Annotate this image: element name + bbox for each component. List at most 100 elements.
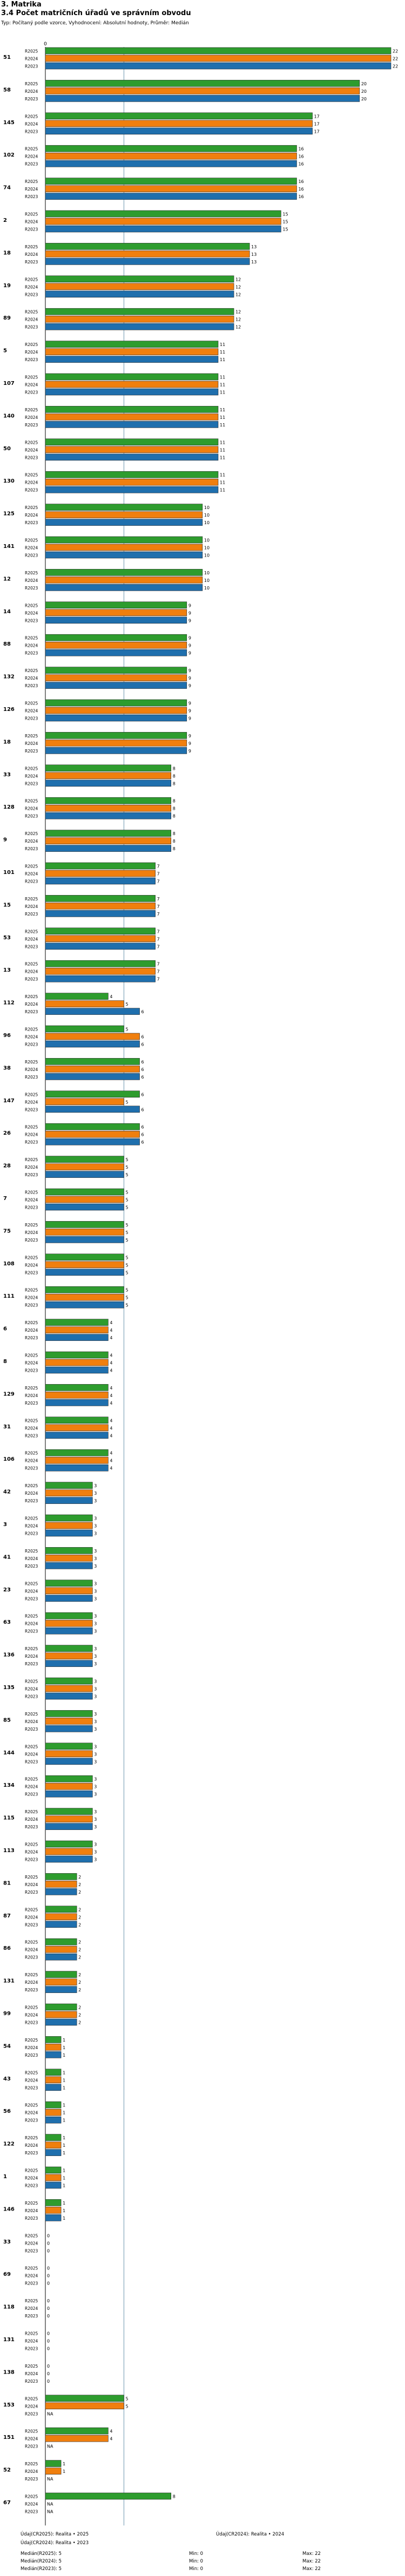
value-label: 4 (110, 2429, 112, 2434)
value-label: 0 (47, 2281, 50, 2286)
series-label: R2025 (25, 603, 38, 608)
value-label: 0 (47, 2248, 50, 2253)
series-label: R2025 (25, 440, 38, 445)
value-label: 11 (220, 448, 225, 452)
value-label: 8 (173, 846, 176, 851)
value-label: 3 (94, 1556, 97, 1561)
value-label: 9 (188, 741, 191, 746)
series-label: R2023 (25, 1890, 38, 1895)
series-label: R2025 (25, 1907, 38, 1912)
value-label: 0 (47, 2339, 50, 2344)
bar (45, 1058, 140, 1065)
value-label: 11 (220, 423, 225, 428)
group-label: 136 (3, 1652, 15, 1658)
bar (45, 341, 219, 348)
value-label: 0 (47, 2274, 50, 2279)
bar (45, 1986, 77, 1993)
value-label: 9 (188, 636, 191, 641)
value-label: 5 (125, 1230, 128, 1235)
bar (45, 1156, 124, 1163)
series-label: R2023 (25, 977, 38, 982)
bar (45, 1685, 93, 1692)
value-label: 10 (204, 578, 210, 583)
bar (45, 323, 234, 330)
value-label: 12 (235, 317, 241, 322)
bar (45, 641, 187, 649)
series-label: R2025 (25, 2201, 38, 2206)
bar (45, 290, 234, 298)
series-label: R2023 (25, 2151, 38, 2155)
series-label: R2023 (25, 1433, 38, 1438)
series-label: R2024 (25, 448, 38, 452)
bar (45, 2036, 62, 2043)
bar (45, 536, 203, 544)
value-label: 3 (94, 1727, 97, 1732)
group-label: 69 (3, 2272, 11, 2277)
series-label: R2025 (25, 1483, 38, 1488)
value-label: 16 (298, 147, 303, 152)
value-label: 9 (188, 734, 191, 738)
bar (45, 87, 360, 94)
series-label: R2025 (25, 1288, 38, 1293)
bar (45, 1627, 93, 1635)
series-label: R2025 (25, 212, 38, 217)
median-r2023: Medián(R2023): 5 (21, 2566, 62, 2572)
group-label: 19 (3, 283, 11, 289)
bar (45, 845, 172, 852)
value-label: 5 (125, 2396, 128, 2401)
series-label: R2024 (25, 1263, 38, 1267)
series-label: R2023 (25, 1009, 38, 1014)
value-label: 15 (282, 227, 288, 232)
value-label: 3 (94, 1524, 97, 1529)
bar (45, 1595, 93, 1602)
series-label: R2024 (25, 2339, 38, 2344)
value-label: 3 (94, 1752, 97, 1757)
na-label: NA (47, 2502, 53, 2507)
bar (45, 910, 156, 917)
value-label: 0 (47, 2233, 50, 2238)
bar (45, 504, 203, 511)
group-label: 14 (3, 609, 11, 615)
value-label: 4 (110, 1418, 112, 1423)
series-label: R2024 (25, 1524, 38, 1529)
series-label: R2023 (25, 1922, 38, 1927)
value-label: 2 (78, 1882, 81, 1887)
series-label: R2024 (25, 741, 38, 746)
group-label: 144 (3, 1750, 15, 1756)
series-label: R2025 (25, 2070, 38, 2075)
bar (45, 373, 219, 381)
group-label: 87 (3, 1913, 11, 1919)
value-label: 15 (282, 212, 288, 217)
group-label: 9 (3, 837, 7, 843)
bar (45, 1888, 77, 1895)
value-label: 11 (220, 390, 225, 395)
value-label: 5 (125, 1165, 128, 1170)
series-label: R2025 (25, 701, 38, 706)
bar (45, 707, 187, 714)
bar (45, 160, 297, 167)
series-label: R2023 (25, 944, 38, 949)
series-label: R2025 (25, 2005, 38, 2010)
series-label: R2023 (25, 260, 38, 265)
group-label: 28 (3, 1163, 11, 1169)
value-label: 3 (94, 1679, 97, 1684)
value-label: 7 (157, 904, 160, 909)
bar (45, 315, 234, 323)
series-label: R2024 (25, 1589, 38, 1594)
value-label: 4 (110, 1353, 112, 1358)
bar (45, 1782, 93, 1790)
value-label: 8 (173, 831, 176, 836)
bar (45, 797, 172, 804)
bar (45, 178, 297, 185)
series-label: R2024 (25, 415, 38, 420)
value-label: 22 (393, 49, 398, 54)
value-label: 3 (94, 1491, 97, 1496)
value-label: 5 (125, 1002, 128, 1007)
bar (45, 1938, 77, 1945)
value-label: 3 (94, 1654, 97, 1659)
series-label: R2023 (25, 1075, 38, 1080)
value-label: 3 (94, 1712, 97, 1717)
value-label: 6 (141, 1042, 144, 1047)
bar (45, 1482, 93, 1489)
